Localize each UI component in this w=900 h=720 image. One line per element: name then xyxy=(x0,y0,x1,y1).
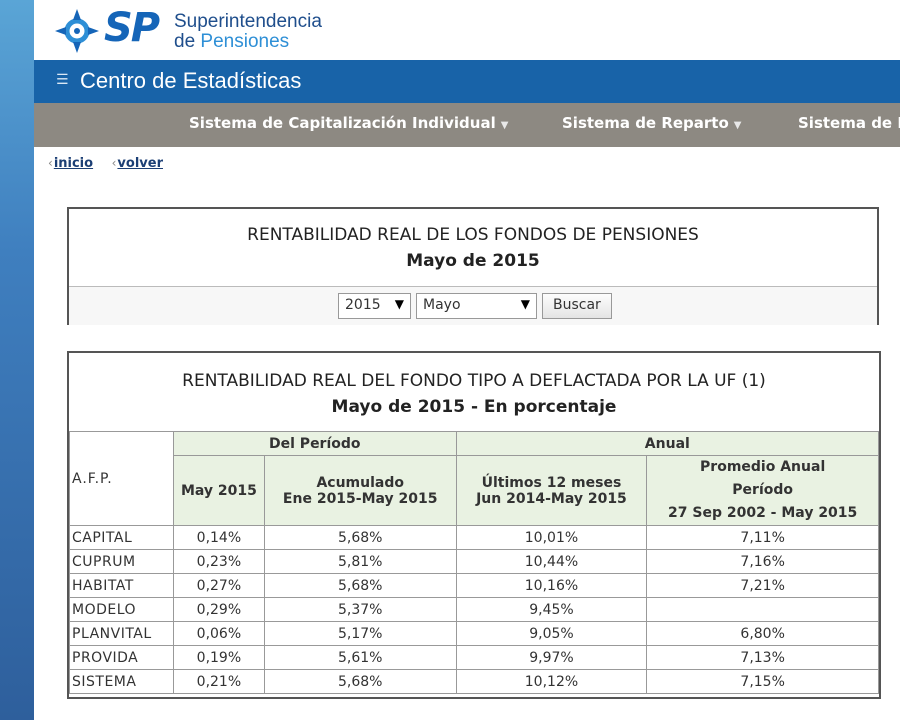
logo-line2: de Pensiones xyxy=(174,31,290,52)
table-row: MODELO 0,29% 5,37% 9,45% xyxy=(69,597,879,622)
header-afp: A.F.P. xyxy=(69,431,174,526)
table-row: CAPITAL 0,14% 5,68% 10,01% 7,11% xyxy=(69,525,879,550)
logo-sp: SP xyxy=(104,5,160,51)
header-may: May 2015 xyxy=(172,455,265,526)
month-select[interactable]: Mayo ▼ xyxy=(416,293,537,319)
afp-name: SISTEMA xyxy=(69,669,174,694)
header-ultimos: Últimos 12 meses Jun 2014-May 2015 xyxy=(455,455,648,526)
dropdown-arrow-icon: ▼ xyxy=(394,297,404,311)
breadcrumb: ‹inicio ‹volver xyxy=(48,156,177,171)
chevron-down-icon: ▼ xyxy=(500,120,509,131)
afp-name: PLANVITAL xyxy=(69,621,174,646)
banner-title: Centro de Estadísticas xyxy=(80,68,302,93)
value-may: 0,29% xyxy=(172,597,265,622)
section-banner: ☰ Centro de Estadísticas xyxy=(34,60,900,103)
afp-name: CAPITAL xyxy=(69,525,174,550)
logo-swirl-icon xyxy=(55,9,99,53)
table-row: PROVIDA 0,19% 5,61% 9,97% 7,13% xyxy=(69,645,879,670)
value-ult12: 10,12% xyxy=(455,669,648,694)
value-prom: 7,16% xyxy=(646,549,879,574)
value-may: 0,06% xyxy=(172,621,265,646)
header-anual: Anual xyxy=(455,431,880,456)
logo-line1: Superintendencia xyxy=(174,11,322,32)
filter-subtitle: Mayo de 2015 xyxy=(406,251,540,271)
value-acum: 5,68% xyxy=(263,669,457,694)
nav-item-reparto[interactable]: Sistema de Reparto ▼ xyxy=(562,114,742,132)
chevron-left-icon: ‹ xyxy=(111,156,117,170)
afp-name: HABITAT xyxy=(69,573,174,598)
value-acum: 5,68% xyxy=(263,573,457,598)
table-row: PLANVITAL 0,06% 5,17% 9,05% 6,80% xyxy=(69,621,879,646)
filter-box: RENTABILIDAD REAL DE LOS FONDOS DE PENSI… xyxy=(67,207,879,325)
value-prom: 7,13% xyxy=(646,645,879,670)
results-subtitle: Mayo de 2015 - En porcentaje xyxy=(331,397,617,417)
value-acum: 5,68% xyxy=(263,525,457,550)
nav-item-more[interactable]: Sistema de P xyxy=(798,114,900,132)
value-acum: 5,81% xyxy=(263,549,457,574)
value-prom xyxy=(646,597,879,622)
year-select[interactable]: 2015 ▼ xyxy=(338,293,411,319)
left-decorative-strip xyxy=(0,0,34,720)
afp-name: PROVIDA xyxy=(69,645,174,670)
table-row: SISTEMA 0,21% 5,68% 10,12% 7,15% xyxy=(69,669,879,694)
afp-name: MODELO xyxy=(69,597,174,622)
header-del-periodo: Del Período xyxy=(172,431,457,456)
afp-name: CUPRUM xyxy=(69,549,174,574)
value-may: 0,27% xyxy=(172,573,265,598)
value-acum: 5,61% xyxy=(263,645,457,670)
logo-line2-accent: Pensiones xyxy=(200,31,290,52)
chevron-left-icon: ‹ xyxy=(48,156,53,170)
table-row: HABITAT 0,27% 5,68% 10,16% 7,21% xyxy=(69,573,879,598)
value-ult12: 9,45% xyxy=(455,597,648,622)
value-prom: 6,80% xyxy=(646,621,879,646)
header-promedio: Promedio Anual Período 27 Sep 2002 - May 2… xyxy=(646,455,879,526)
menu-arrow-icon: ☰ xyxy=(56,72,69,88)
value-ult12: 9,05% xyxy=(455,621,648,646)
value-may: 0,19% xyxy=(172,645,265,670)
value-acum: 5,17% xyxy=(263,621,457,646)
nav-item-capitalizacion[interactable]: Sistema de Capitalización Individual ▼ xyxy=(189,114,509,132)
value-prom: 7,15% xyxy=(646,669,879,694)
filter-form: 2015 ▼ Mayo ▼ Buscar xyxy=(69,286,877,325)
main-nav: Sistema de Capitalización Individual ▼ Si… xyxy=(34,103,900,147)
value-prom: 7,11% xyxy=(646,525,879,550)
value-prom: 7,21% xyxy=(646,573,879,598)
value-may: 0,14% xyxy=(172,525,265,550)
logo-text[interactable]: Superintendencia de Pensiones xyxy=(174,12,322,52)
value-ult12: 10,16% xyxy=(455,573,648,598)
value-ult12: 9,97% xyxy=(455,645,648,670)
results-title: RENTABILIDAD REAL DEL FONDO TIPO A DEFLA… xyxy=(182,371,766,391)
filter-title: RENTABILIDAD REAL DE LOS FONDOS DE PENSI… xyxy=(247,225,699,245)
inicio-link[interactable]: inicio xyxy=(53,156,94,171)
results-box: RENTABILIDAD REAL DEL FONDO TIPO A DEFLA… xyxy=(67,351,881,699)
value-may: 0,23% xyxy=(172,549,265,574)
table-row: CUPRUM 0,23% 5,81% 10,44% 7,16% xyxy=(69,549,879,574)
site-header: SP Superintendencia de Pensiones xyxy=(34,0,900,60)
value-ult12: 10,01% xyxy=(455,525,648,550)
results-table: A.F.P. Del Período Anual May 2015 Acumul… xyxy=(69,431,880,694)
volver-link[interactable]: volver xyxy=(117,156,163,171)
value-ult12: 10,44% xyxy=(455,549,648,574)
value-acum: 5,37% xyxy=(263,597,457,622)
value-may: 0,21% xyxy=(172,669,265,694)
search-button[interactable]: Buscar xyxy=(542,293,612,319)
chevron-down-icon: ▼ xyxy=(733,120,742,131)
header-acumulado: Acumulado Ene 2015-May 2015 xyxy=(263,455,457,526)
dropdown-arrow-icon: ▼ xyxy=(520,297,530,311)
